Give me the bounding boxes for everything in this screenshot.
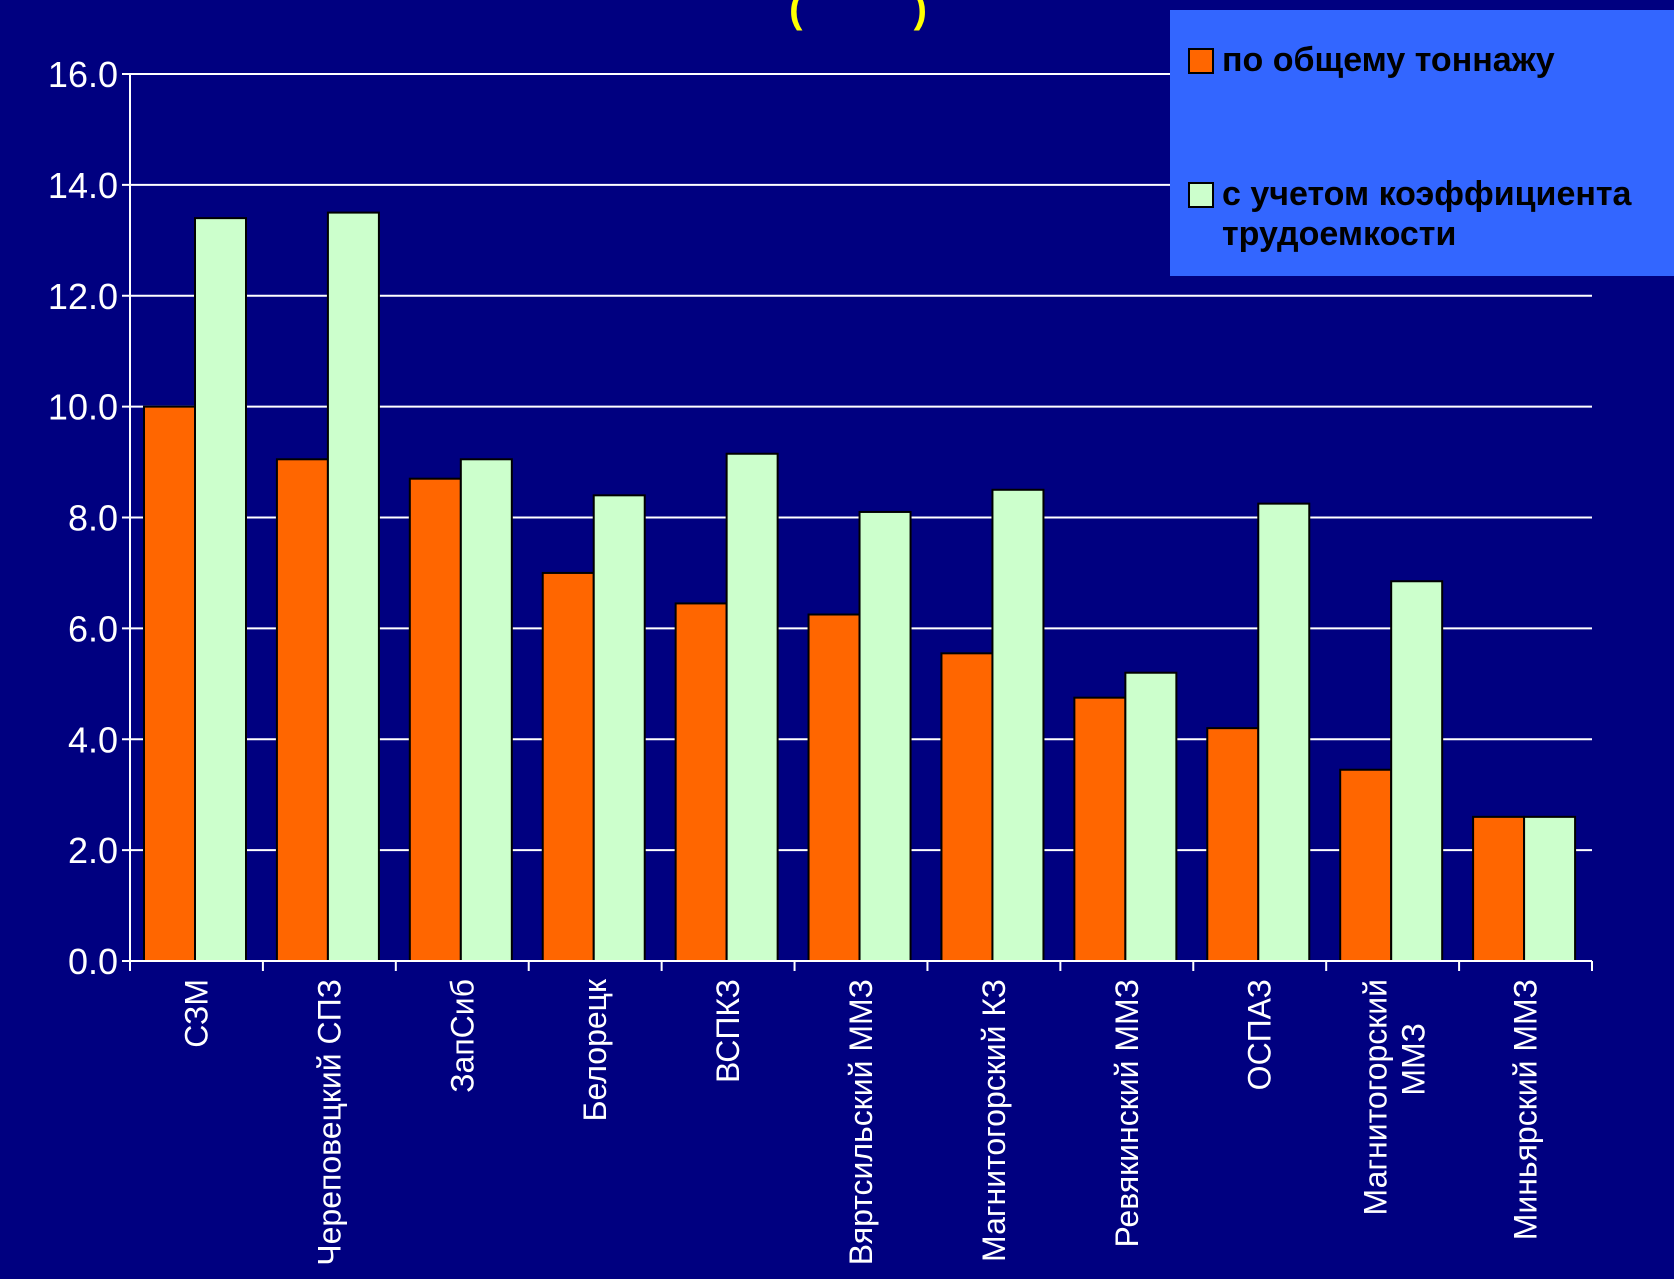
bar-labor	[725, 452, 779, 962]
bar-labor	[1523, 815, 1577, 962]
bar-tonnage	[541, 571, 595, 962]
legend-swatch-orange	[1188, 48, 1214, 74]
bar-tonnage	[940, 652, 994, 963]
x-tick-label: ВСПКЗ	[710, 979, 746, 1083]
legend-label-labor: с учетом коэффициента трудоемкости	[1222, 175, 1632, 253]
bar-labor	[1390, 580, 1444, 962]
x-tick-label: Белорецк	[577, 978, 613, 1121]
x-tick-label: МагнитогорскийММЗ	[1358, 979, 1432, 1215]
x-tick-label: Ревякинский ММЗ	[1109, 979, 1145, 1248]
bar-tonnage	[143, 405, 196, 962]
bar-tonnage	[408, 477, 462, 962]
x-tick-label: Миньярский ММЗ	[1508, 979, 1544, 1240]
legend-label-tonnage: по общему тоннажу	[1222, 41, 1555, 79]
y-tick-label: 12.0	[48, 276, 118, 317]
bar-tonnage	[1206, 727, 1260, 962]
legend-swatch-green	[1188, 182, 1214, 208]
bar-labor	[991, 488, 1045, 962]
y-tick-labels: 0.0 2.0 4.0 6.0 8.0 10.0 12.0 14.0 16.0	[48, 54, 118, 982]
bar-labor	[592, 494, 646, 962]
bar-tonnage	[807, 613, 861, 962]
y-tick-label: 2.0	[68, 830, 118, 871]
y-tick-label: 14.0	[48, 165, 118, 206]
bar-tonnage	[275, 458, 329, 962]
legend: по общему тоннажу с учетом коэффициента …	[1170, 10, 1674, 276]
bar-tonnage	[1472, 815, 1526, 962]
bar-tonnage	[674, 602, 728, 962]
bar-labor	[326, 211, 380, 962]
y-tick-label: 0.0	[68, 941, 118, 982]
y-tick-label: 16.0	[48, 54, 118, 95]
bar-tonnage	[1339, 768, 1393, 962]
bar-labor	[1257, 502, 1311, 962]
chart-title-fragment: ( )	[789, 0, 927, 31]
bar-labor	[858, 510, 912, 962]
x-tick-labels: СЗМ Череповецкий СПЗ ЗапСиб Белорецк ВСПКЗ Вя…	[178, 978, 1543, 1266]
y-tick-label: 6.0	[68, 608, 118, 649]
bar-tonnage	[1073, 696, 1127, 962]
x-tick-label: СЗМ	[178, 979, 214, 1048]
x-tick-label: Череповецкий СПЗ	[311, 979, 347, 1266]
x-tick-label: ЗапСиб	[444, 979, 480, 1093]
y-tick-label: 10.0	[48, 387, 118, 428]
bar-labor	[459, 458, 513, 962]
legend-item-labor: с учетом коэффициента трудоемкости	[1188, 174, 1668, 254]
y-tick-label: 8.0	[68, 498, 118, 539]
x-tick-label: Вяртсильский ММЗ	[843, 979, 879, 1265]
y-tick-label: 4.0	[68, 719, 118, 760]
legend-item-tonnage: по общему тоннажу	[1188, 40, 1555, 80]
bar-labor	[194, 217, 247, 962]
axes	[122, 73, 1593, 971]
x-tick-label: ОСПАЗ	[1242, 979, 1278, 1090]
x-tick-label: Магнитогорский КЗ	[976, 979, 1012, 1262]
bars	[143, 211, 1577, 963]
bar-labor	[1124, 671, 1178, 962]
